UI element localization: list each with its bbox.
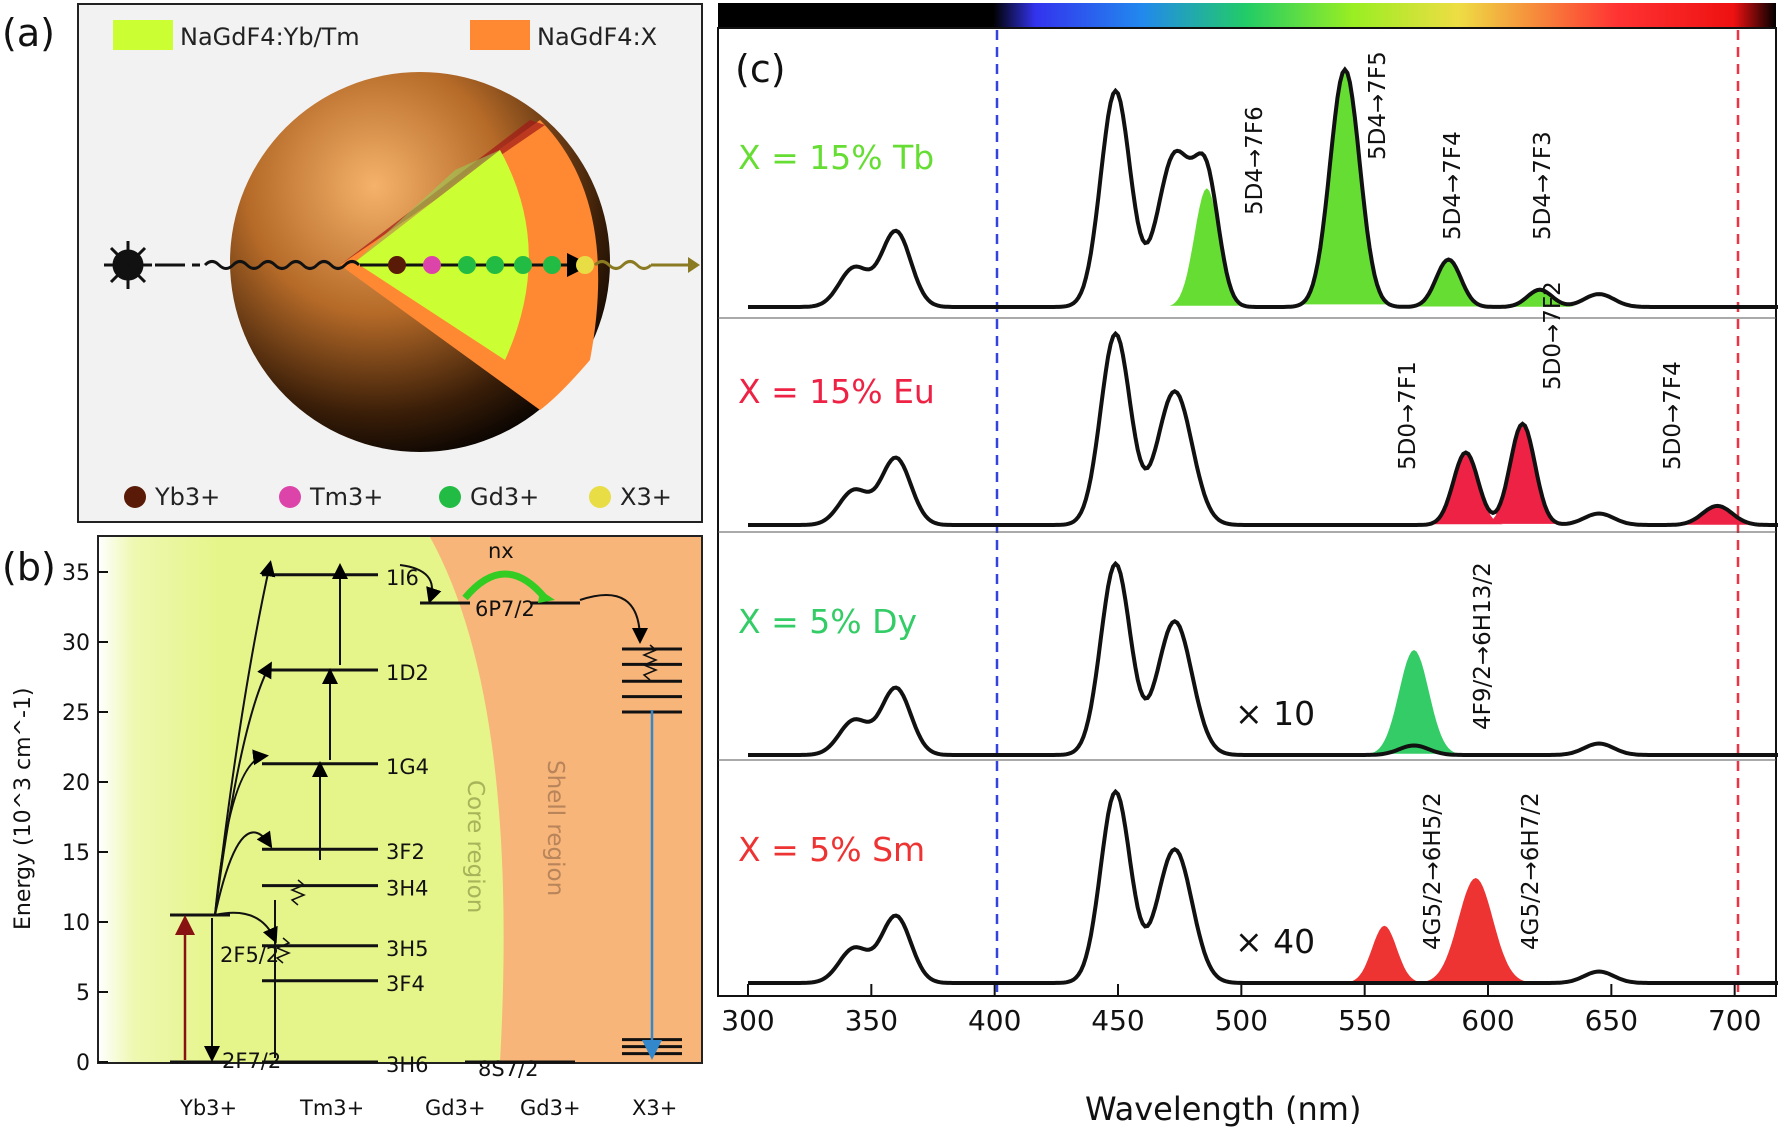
wavelength-tick-label: 300: [721, 1004, 774, 1037]
spectrum-label: X = 15% Tb: [738, 138, 934, 177]
shell-region-label: Shell region: [542, 760, 568, 896]
transition-label: 4G5/2→6H5/2: [1420, 792, 1446, 950]
yb-legend-label: Yb3+: [154, 483, 220, 511]
tm-legend-label: Tm3+: [309, 483, 383, 511]
wavelength-tick-label: 500: [1215, 1004, 1268, 1037]
energy-tick-label: 5: [76, 981, 90, 1006]
tm-ion-sphere: [423, 256, 441, 274]
emission-peak-fill: [1369, 650, 1459, 754]
panel-b: (b) Core region Shell region 0 5 10 15 20 25 3…: [2, 535, 703, 1120]
transition-label: 5D4→7F3: [1530, 131, 1556, 240]
energy-tick-label: 30: [62, 631, 90, 656]
energy-tick-label: 35: [62, 561, 90, 586]
energy-tick-label: 15: [62, 841, 90, 866]
col-gd1: Gd3+: [425, 1096, 486, 1120]
panel-a-label: (a): [2, 11, 55, 55]
transition-label: 5D4→7F5: [1365, 51, 1391, 160]
energy-tick-label: 10: [62, 911, 90, 936]
nx-label: nx: [488, 539, 514, 563]
wavelength-tick-label: 350: [845, 1004, 898, 1037]
wavelength-tick-label: 650: [1585, 1004, 1638, 1037]
x-legend-icon: [589, 486, 611, 508]
col-gd2: Gd3+: [520, 1096, 581, 1120]
transition-label: 4F9/2→6H13/2: [1470, 562, 1496, 730]
energy-axis-label: Energy (10^3 cm^-1): [11, 688, 36, 931]
transition-label: 5D4→7F4: [1440, 131, 1466, 240]
panel-c-label: (c): [735, 47, 786, 91]
tm-level-label: 1I6: [386, 566, 419, 590]
x-ion-sphere: [576, 256, 594, 274]
legend-core-label: NaGdF4:Yb/Tm: [180, 23, 360, 51]
tm-level-label: 3H4: [386, 877, 429, 901]
spectrum-line: [748, 560, 1778, 757]
gd-level-8s72: 8S7/2: [478, 1057, 539, 1081]
visible-spectrum-bar: [718, 3, 1776, 28]
transition-label: 5D4→7F6: [1242, 106, 1268, 215]
spectrum-line: [748, 66, 1778, 309]
transition-label: 5D0→7F2: [1540, 281, 1566, 390]
legend-shell-swatch: [470, 20, 530, 50]
multiplier-label: × 40: [1235, 922, 1315, 961]
spectrum-line: [748, 788, 1778, 985]
emission-peak-fill: [1300, 69, 1390, 305]
wavelength-tick-label: 450: [1091, 1004, 1144, 1037]
panel-a: (a) NaGdF4:Yb/Tm NaGdF4:X Yb3+: [2, 3, 703, 523]
tm-level-label: 1G4: [386, 755, 429, 779]
tm-level-label: 3H6: [386, 1053, 429, 1077]
core-cutaway: [355, 150, 529, 360]
core-region-label: Core region: [462, 780, 488, 913]
panel-b-label: (b): [2, 545, 56, 589]
energy-path: [155, 260, 361, 270]
spectrum-label: X = 5% Sm: [738, 830, 925, 869]
spectra-frame: [717, 27, 1777, 997]
emission-peak-fill: [1423, 878, 1528, 982]
wavelength-tick-label: 550: [1338, 1004, 1391, 1037]
wavelength-tick-label: 400: [968, 1004, 1021, 1037]
multiplier-label: × 10: [1235, 694, 1315, 733]
excitation-source-icon: [104, 241, 152, 289]
transition-label: 5D0→7F4: [1660, 361, 1686, 470]
emission-peak-fill: [1169, 188, 1244, 306]
x-legend-label: X3+: [620, 483, 672, 511]
col-x: X3+: [632, 1096, 677, 1120]
tm-level-label: 3H5: [386, 937, 429, 961]
wavelength-tick-label: 600: [1461, 1004, 1514, 1037]
legend-core-swatch: [113, 20, 173, 50]
col-tm: Tm3+: [299, 1096, 364, 1120]
energy-tick-label: 20: [62, 771, 90, 796]
col-yb: Yb3+: [179, 1096, 237, 1120]
energy-tick-label: 25: [62, 701, 90, 726]
wavelength-axis-label: Wavelength (nm): [1085, 1090, 1361, 1128]
gd-level-6p72: 6P7/2: [475, 597, 535, 621]
legend-shell-label: NaGdF4:X: [537, 23, 657, 51]
yb-ion-sphere: [388, 256, 406, 274]
energy-axis: 0 5 10 15 20 25 30 35: [62, 561, 108, 1076]
panel-c: (c) X = 15% Tb X = 15% Eu X = 5% Dy × 10 X =…: [717, 3, 1778, 1128]
tm-level-label: 3F2: [386, 840, 425, 864]
spectrum-label: X = 15% Eu: [738, 372, 935, 411]
tm-level-label: 3F4: [386, 972, 425, 996]
emission-wave: [593, 260, 653, 270]
gd-legend-label: Gd3+: [470, 483, 539, 511]
shell-region-bg: [430, 537, 701, 1062]
gd-legend-icon: [439, 486, 461, 508]
energy-migration-arrow: [462, 570, 548, 601]
spectrum-label: X = 5% Dy: [738, 602, 917, 641]
transition-label: 4G5/2→6H7/2: [1518, 792, 1544, 950]
spectrum-line: [748, 330, 1778, 527]
yb-legend-icon: [124, 486, 146, 508]
wavelength-axis: 300 350 400 450 500 550 600 650 700: [721, 984, 1761, 1037]
energy-tick-label: 0: [76, 1051, 90, 1076]
tm-legend-icon: [279, 486, 301, 508]
tm-level-label: 1D2: [386, 661, 429, 685]
wavelength-tick-label: 700: [1708, 1004, 1761, 1037]
transition-label: 5D0→7F1: [1395, 361, 1421, 470]
emission-peak-fill: [1347, 925, 1422, 983]
